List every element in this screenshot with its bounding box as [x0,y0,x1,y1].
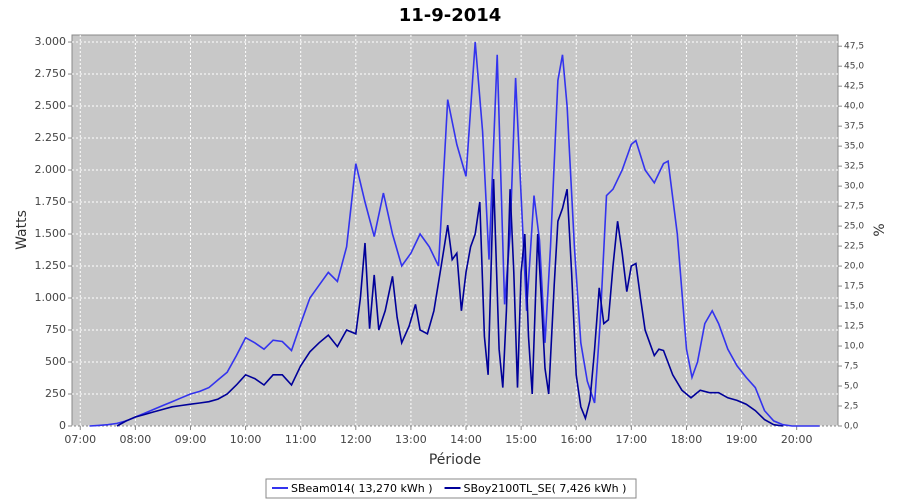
y2-tick-label: 47,5 [844,42,864,52]
y-tick-label: 3.000 [35,35,67,48]
y2-tick-label: 10,0 [844,342,864,352]
y2-tick-label: 5,0 [844,382,859,392]
y-tick-label: 1.000 [35,291,67,304]
y-tick-label: 250 [45,387,66,400]
y2-tick-label: 27,5 [844,202,864,212]
x-tick-label: 12:00 [340,433,372,446]
y-tick-label: 1.750 [35,195,67,208]
y-tick-label: 2.750 [35,67,67,80]
y2-tick-label: 20,0 [844,262,864,272]
y2-tick-label: 30,0 [844,182,864,192]
y2-tick-label: 0,0 [844,422,859,432]
y2-tick-label: 2,5 [844,402,858,412]
y-tick-label: 0 [59,419,66,432]
y2-tick-label: 7,5 [844,362,858,372]
y2-tick-label: 22,5 [844,242,864,252]
x-tick-label: 17:00 [615,433,647,446]
x-tick-label: 15:00 [505,433,537,446]
y2-tick-label: 25,0 [844,222,864,232]
x-tick-label: 10:00 [230,433,262,446]
legend-label: SBoy2100TL_SE( 7,426 kWh ) [464,482,627,495]
y-tick-label: 750 [45,323,66,336]
y2-tick-label: 12,5 [844,322,864,332]
y-tick-label: 1.250 [35,259,67,272]
x-tick-label: 16:00 [560,433,592,446]
x-tick-label: 09:00 [175,433,207,446]
x-tick-label: 07:00 [64,433,96,446]
series-line [116,178,784,427]
y2-tick-label: 45,0 [844,62,864,72]
y-tick-label: 2.250 [35,131,67,144]
legend-label: SBeam014( 13,270 kWh ) [291,482,433,495]
y2-tick-label: 15,0 [844,302,864,312]
y2-tick-label: 42,5 [844,82,864,92]
y-tick-label: 2.500 [35,99,67,112]
x-tick-label: 11:00 [285,433,317,446]
chart-title: 11-9-2014 [399,5,502,26]
y2-tick-label: 32,5 [844,162,864,172]
y-axis-label: Watts [14,210,30,250]
y2-axis-label: % [872,223,888,236]
y2-tick-label: 35,0 [844,142,864,152]
plot-area [71,34,839,427]
x-tick-label: 14:00 [450,433,482,446]
x-tick-label: 19:00 [726,433,758,446]
x-axis-label: Période [429,452,481,468]
x-tick-label: 13:00 [395,433,427,446]
x-tick-label: 20:00 [781,433,813,446]
y2-tick-label: 40,0 [844,102,864,112]
y-tick-label: 2.000 [35,163,67,176]
y2-tick-label: 37,5 [844,122,864,132]
x-tick-label: 18:00 [671,433,703,446]
y-tick-label: 500 [45,355,66,368]
y-tick-label: 1.500 [35,227,67,240]
series-line [89,41,820,427]
y2-tick-label: 17,5 [844,282,864,292]
x-tick-label: 08:00 [120,433,152,446]
